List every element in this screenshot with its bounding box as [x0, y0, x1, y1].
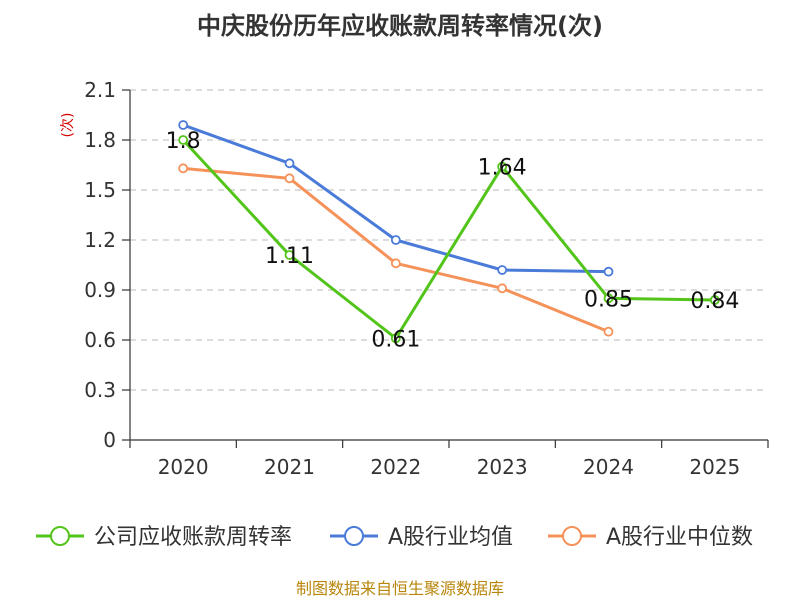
legend-label: 公司应收账款周转率 — [94, 525, 292, 550]
data-point-2-2022 — [390, 258, 401, 269]
x-tick-label-2024: 2024 — [583, 455, 634, 479]
legend-item-0[interactable]: 公司应收账款周转率 — [36, 525, 292, 550]
data-point-1-2023 — [497, 265, 508, 275]
y-tick-label: 0.9 — [84, 278, 116, 302]
legend-marker — [50, 526, 70, 546]
y-tick-label: 0 — [103, 428, 116, 452]
gridlines — [130, 89, 768, 391]
legend[interactable]: 公司应收账款周转率 A股行业均值 A股行业中位数 — [36, 525, 753, 550]
data-point-1-2024 — [603, 266, 614, 277]
data-point-0-2023 — [497, 161, 508, 172]
legend-item-1[interactable]: A股行业均值 — [330, 525, 513, 550]
data-point-0-2025 — [709, 295, 720, 305]
data-point-2-2020 — [178, 163, 189, 174]
data-label-2020: 1.8 — [166, 129, 201, 154]
x-tick-label-2025: 2025 — [689, 455, 740, 479]
axes: 0 0.3 0.6 0.9 1.2 1.5 1.8 2.1 2020 2021 2022 2023 20… — [84, 78, 769, 479]
y-tick-label: 1.5 — [84, 178, 116, 202]
data-label-2022: 0.61 — [371, 327, 420, 352]
data-point-0-2020 — [178, 135, 189, 145]
data-point-1-2022 — [390, 235, 401, 245]
legend-marker — [562, 526, 582, 546]
data-point-2-2021 — [284, 173, 295, 184]
data-label-2025: 0.84 — [690, 289, 739, 314]
series-line-1 — [182, 123, 609, 274]
series-0 — [178, 135, 720, 344]
data-labels: 1.8 1.11 0.61 1.64 0.85 0.84 — [166, 129, 740, 352]
series-line-0 — [182, 138, 715, 340]
x-tick-label-2020: 2020 — [158, 455, 209, 479]
data-label-2023: 1.64 — [478, 156, 527, 181]
series-2 — [178, 163, 614, 337]
y-tick-label: 2.1 — [84, 78, 116, 102]
y-axis-label: (次) — [60, 113, 76, 138]
data-point-0-2021 — [284, 250, 295, 260]
data-point-0-2022 — [390, 333, 401, 344]
y-tick-label: 0.6 — [84, 328, 116, 352]
data-point-0-2024 — [603, 293, 614, 304]
series-lines — [178, 120, 720, 344]
x-tick-label-2022: 2022 — [370, 455, 421, 479]
data-point-2-2023 — [497, 283, 508, 294]
legend-label: A股行业中位数 — [606, 525, 753, 550]
x-tick-label-2021: 2021 — [264, 455, 315, 479]
y-tick-label: 1.8 — [84, 128, 116, 152]
data-label-2024: 0.85 — [584, 287, 633, 312]
series-1 — [178, 120, 614, 277]
series-line-2 — [183, 166, 610, 334]
legend-label: A股行业均值 — [388, 525, 513, 550]
x-tick-label-2023: 2023 — [477, 455, 528, 479]
source-note: 制图数据来自恒生聚源数据库 — [296, 579, 504, 598]
chart-title: 中庆股份历年应收账款周转率情况(次) — [197, 12, 603, 40]
data-point-2-2024 — [603, 326, 614, 337]
y-tick-label: 1.2 — [84, 228, 116, 252]
data-label-2021: 1.11 — [265, 244, 314, 269]
data-point-1-2021 — [284, 158, 295, 169]
legend-marker — [344, 526, 364, 546]
legend-item-2[interactable]: A股行业中位数 — [548, 525, 753, 550]
y-tick-label: 0.3 — [84, 378, 116, 402]
data-point-1-2020 — [178, 120, 189, 130]
